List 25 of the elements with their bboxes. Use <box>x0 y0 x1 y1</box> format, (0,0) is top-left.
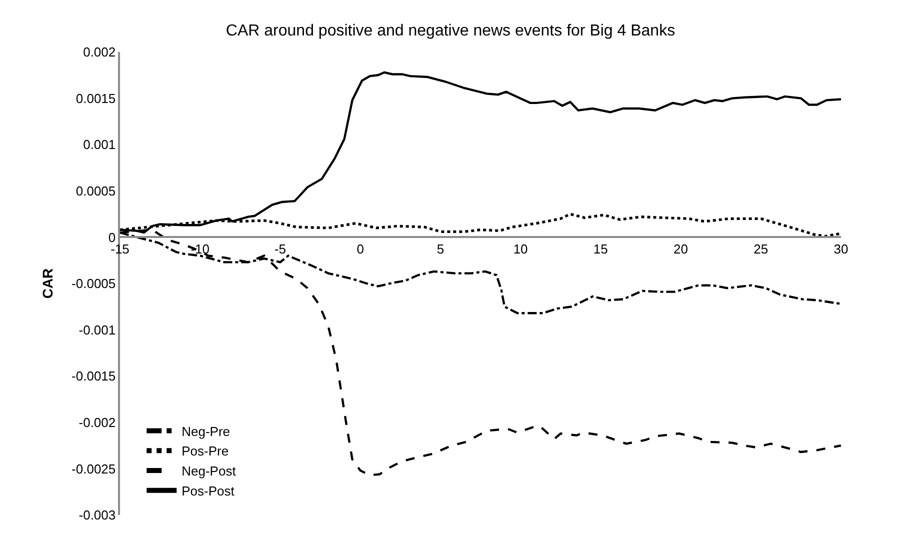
legend-label: Neg-Pre <box>182 424 230 439</box>
y-axis-title: CAR <box>40 268 56 299</box>
y-tick-label: -0.0025 <box>72 461 116 476</box>
x-tick-label: -5 <box>274 242 286 257</box>
x-tick-label: 15 <box>593 242 608 257</box>
x-tick-label: -10 <box>190 242 210 257</box>
y-tick-label: 0.0005 <box>76 183 116 198</box>
y-tick-label: -0.001 <box>78 322 116 338</box>
x-tick-label: 10 <box>513 242 528 257</box>
x-tick-label: 20 <box>674 242 688 257</box>
legend-label: Neg-Post <box>182 464 236 479</box>
y-tick-label: -0.0005 <box>72 276 116 292</box>
y-tick-label: -0.002 <box>78 414 116 430</box>
y-tick-label: 0.001 <box>83 137 116 152</box>
x-tick-label: 5 <box>436 242 444 257</box>
legend-label: Pos-Pre <box>182 444 229 459</box>
y-tick-label: 0.002 <box>83 44 116 60</box>
x-tick-label: 0 <box>356 242 364 257</box>
x-tick-label: 25 <box>754 242 768 257</box>
legend-label: Pos-Post <box>182 483 235 498</box>
x-tick-label: 30 <box>834 242 848 257</box>
y-tick-label: -0.003 <box>78 508 116 523</box>
y-tick-label: -0.0015 <box>72 368 116 384</box>
chart-title: CAR around positive and negative news events for Big 4 Banks <box>226 22 676 40</box>
y-tick-label: 0.0015 <box>76 90 116 106</box>
